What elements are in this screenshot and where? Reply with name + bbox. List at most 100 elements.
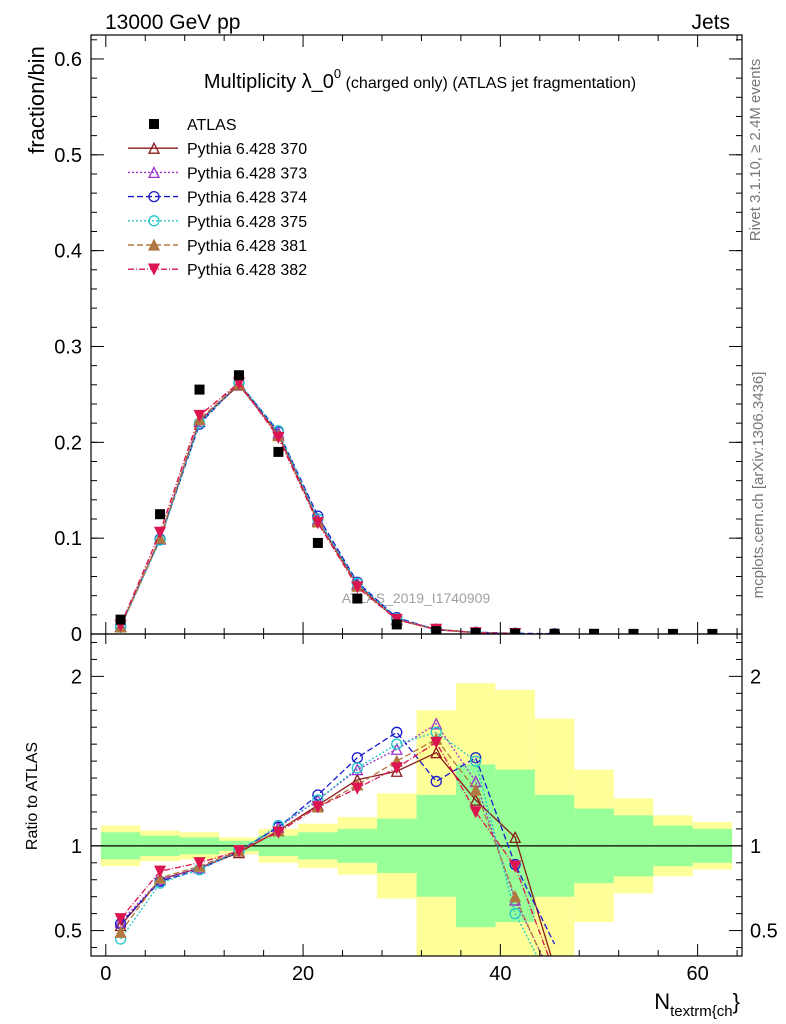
legend-marker-0 bbox=[147, 141, 161, 154]
ratio-point-5-2 bbox=[193, 857, 206, 870]
atlas-point-15 bbox=[707, 628, 718, 634]
main-series-group bbox=[114, 376, 561, 634]
atlas-point-4 bbox=[273, 446, 284, 457]
ratio-point-4-9 bbox=[469, 783, 482, 796]
series-point-5-1 bbox=[153, 526, 167, 539]
chart-title-sup: 0 bbox=[334, 66, 341, 81]
ratio-line-4 bbox=[120, 738, 543, 956]
legend-label-5: Pythia 6.428 382 bbox=[187, 262, 307, 279]
ratio-point-0-8 bbox=[430, 746, 443, 759]
x-axis-label-tail: } bbox=[733, 989, 740, 1014]
legend-marker-3 bbox=[148, 215, 160, 227]
x-axis-label: Ntextrm{ch} bbox=[654, 989, 740, 1020]
ratio-series-group bbox=[114, 717, 556, 956]
y-tick-label-6: 0.6 bbox=[54, 49, 82, 71]
atlas-point-8 bbox=[431, 626, 442, 634]
legend-marker-4 bbox=[147, 238, 161, 251]
ratio-point-3-10 bbox=[509, 907, 521, 920]
chart-title: Multiplicity λ_00 (charged only) (ATLAS … bbox=[204, 66, 636, 93]
atlas-point-3 bbox=[233, 370, 244, 381]
ratio-tick-label-0: 0.5 bbox=[54, 921, 82, 943]
series-point-5-4 bbox=[272, 431, 285, 444]
ratio-point-5-0 bbox=[114, 913, 127, 926]
atlas-point-13 bbox=[628, 628, 639, 634]
atlas-point-10 bbox=[510, 628, 521, 634]
ratio-tick-label-right-2: 2 bbox=[750, 666, 761, 688]
legend-label-1: Pythia 6.428 373 bbox=[187, 165, 307, 182]
ratio-point-3-9 bbox=[470, 755, 482, 767]
y-axis-label: fraction/bin bbox=[24, 46, 49, 154]
y-tick-label-1: 0.1 bbox=[54, 528, 82, 550]
ratio-axis-label: Ratio to ATLAS bbox=[24, 742, 41, 850]
atlas-point-14 bbox=[667, 628, 678, 634]
legend: ATLAS Pythia 6.428 370 Pythia 6.428 373 Pyt… bbox=[128, 117, 307, 279]
y-tick-label-2: 0.2 bbox=[54, 432, 82, 454]
ratio-tick-label-1: 1 bbox=[71, 836, 82, 858]
series-point-5-2 bbox=[193, 409, 206, 422]
legend-marker-atlas bbox=[149, 119, 159, 129]
x-tick-label-0: 0 bbox=[100, 963, 111, 985]
atlas-point-1 bbox=[155, 509, 166, 520]
ratio-point-4-10 bbox=[509, 890, 522, 903]
series-line-2 bbox=[119, 381, 555, 634]
ratio-line-3 bbox=[120, 731, 538, 956]
ratio-point-5-9 bbox=[469, 806, 482, 819]
y-tick-label-4: 0.4 bbox=[54, 241, 82, 263]
ratio-point-0-7 bbox=[390, 764, 403, 777]
legend-label-0: Pythia 6.428 370 bbox=[187, 141, 307, 158]
ratio-tick-label-right-0: 0.5 bbox=[750, 921, 778, 943]
ratio-point-0-10 bbox=[509, 830, 522, 844]
legend-label-atlas: ATLAS bbox=[187, 117, 237, 134]
atlas-point-0 bbox=[115, 614, 126, 625]
legend-marker-2 bbox=[148, 190, 160, 203]
ratio-point-4-1 bbox=[153, 871, 167, 884]
ratio-point-5-4 bbox=[272, 826, 285, 839]
series-point-5-5 bbox=[311, 517, 324, 530]
legend-label-4: Pythia 6.428 381 bbox=[187, 238, 307, 255]
axis-ticks: 0 20 40 60 0 0.1 0.2 0.3 0.4 0.5 0.6 0.5 0.5 1 1 2 2 bbox=[54, 35, 778, 985]
x-tick-label-3: 60 bbox=[686, 963, 708, 985]
mcplots-credit: mcplots.cern.ch [arXiv:1306.3436] bbox=[750, 372, 767, 599]
atlas-point-6 bbox=[352, 593, 363, 604]
ratio-line-5 bbox=[120, 741, 550, 956]
ratio-point-5-5 bbox=[311, 801, 324, 814]
ratio-point-2-8 bbox=[430, 775, 442, 788]
ratio-point-4-0 bbox=[114, 925, 127, 938]
y-tick-label-5: 0.5 bbox=[54, 145, 82, 167]
atlas-point-7 bbox=[391, 619, 402, 630]
ratio-point-5-8 bbox=[430, 736, 443, 749]
ratio-point-5-10 bbox=[509, 860, 522, 873]
series-point-5-6 bbox=[351, 581, 364, 594]
header-right: Jets bbox=[691, 11, 730, 34]
atlas-point-5 bbox=[312, 537, 323, 548]
atlas-data-group bbox=[115, 370, 718, 634]
ratio-point-1-8 bbox=[430, 717, 443, 730]
x-axis-label-main: N bbox=[654, 989, 670, 1014]
ratio-tick-label-2: 2 bbox=[71, 666, 82, 688]
x-tick-label-2: 40 bbox=[489, 963, 511, 985]
ratio-point-3-6 bbox=[351, 762, 363, 774]
ratio-tick-label-right-1: 1 bbox=[750, 836, 761, 858]
rivet-version: Rivet 3.1.10, ≥ 2.4M events bbox=[747, 59, 764, 242]
chart-title-rest: (charged only) (ATLAS jet fragmentation) bbox=[341, 75, 636, 92]
atlas-point-11 bbox=[549, 628, 560, 634]
ratio-point-3-7 bbox=[391, 738, 403, 750]
legend-marker-5 bbox=[147, 263, 161, 276]
ratio-uncertainty-bands bbox=[100, 683, 733, 956]
y-tick-label-0: 0 bbox=[71, 624, 82, 646]
x-axis-label-sub: textrm{ch bbox=[670, 1003, 733, 1020]
ratio-point-0-9 bbox=[469, 793, 482, 806]
ratio-point-2-5 bbox=[312, 789, 324, 801]
legend-marker-1 bbox=[147, 165, 161, 179]
ratio-point-2-7 bbox=[391, 726, 403, 738]
atlas-point-9 bbox=[470, 628, 481, 634]
ratio-point-1-7 bbox=[390, 742, 403, 755]
legend-label-3: Pythia 6.428 375 bbox=[187, 214, 307, 231]
atlas-point-2 bbox=[194, 384, 205, 395]
ratio-line-2 bbox=[120, 731, 556, 945]
atlas-point-12 bbox=[589, 628, 600, 634]
legend-label-2: Pythia 6.428 374 bbox=[187, 190, 307, 207]
x-tick-label-1: 20 bbox=[292, 963, 314, 985]
ratio-line-1 bbox=[120, 722, 543, 956]
